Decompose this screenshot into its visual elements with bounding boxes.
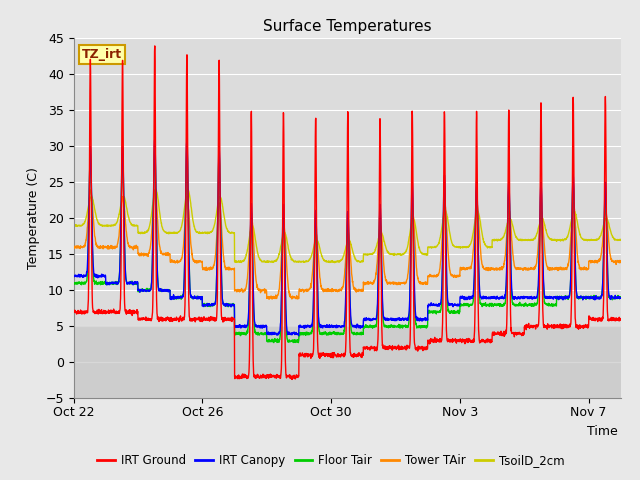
Y-axis label: Temperature (C): Temperature (C) — [27, 168, 40, 269]
Text: Time: Time — [587, 425, 618, 438]
Bar — [74, 326, 621, 398]
Text: TZ_irt: TZ_irt — [82, 48, 122, 61]
Legend: IRT Ground, IRT Canopy, Floor Tair, Tower TAir, TsoilD_2cm: IRT Ground, IRT Canopy, Floor Tair, Towe… — [92, 449, 569, 472]
Title: Surface Temperatures: Surface Temperatures — [263, 20, 431, 35]
